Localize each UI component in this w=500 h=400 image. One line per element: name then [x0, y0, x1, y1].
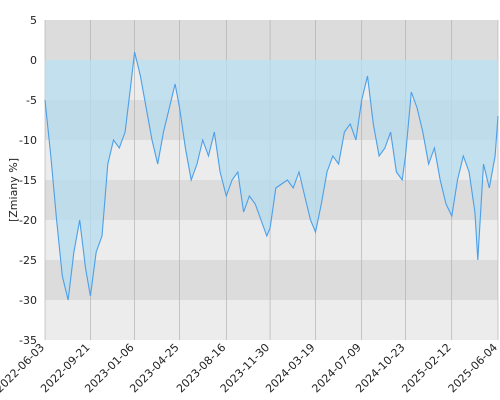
y-axis-ticks: 5 0 -5 -10 -15 -20 -25 -30 -35 — [19, 14, 37, 347]
x-tick-label: 2025-06-04 — [446, 341, 500, 395]
x-axis-ticks: 2022-06-032022-09-212023-01-062023-04-25… — [0, 341, 500, 395]
series-area — [45, 52, 498, 300]
y-tick-label: 0 — [30, 54, 37, 67]
series-line — [44, 51, 499, 301]
grid-band — [45, 300, 498, 340]
y-tick-label: -5 — [26, 94, 37, 107]
y-tick-label: -35 — [19, 334, 37, 347]
y-tick-label: 5 — [30, 14, 37, 27]
y-tick-label: -20 — [19, 214, 37, 227]
y-tick-label: -25 — [19, 254, 37, 267]
y-tick-label: -15 — [19, 174, 37, 187]
y-tick-label: -10 — [19, 134, 37, 147]
y-tick-label: -30 — [19, 294, 37, 307]
y-axis-label: [Zmiany %] — [7, 158, 20, 222]
grid-band — [45, 260, 498, 300]
grid-band — [45, 20, 498, 60]
grid-band — [45, 220, 498, 260]
